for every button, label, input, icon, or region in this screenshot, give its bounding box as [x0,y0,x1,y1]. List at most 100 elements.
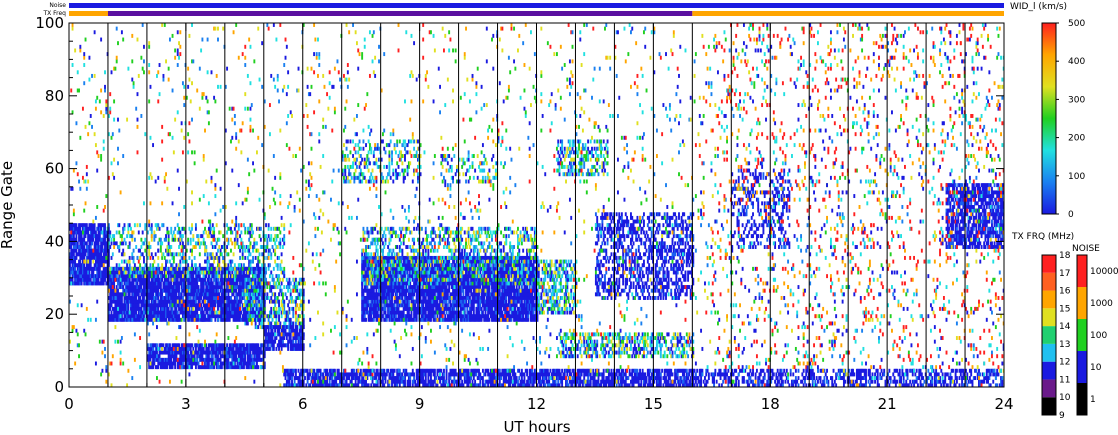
echo-cell [126,317,129,322]
echo-cell [243,285,245,290]
echo-cell [187,310,190,315]
echo-cell [139,306,142,311]
echo-cell [213,314,216,319]
echo-cell [168,270,171,275]
echo-cell [140,274,143,279]
echo-cell [139,296,142,300]
echo-cell [102,266,105,271]
echo-cell [89,263,92,268]
echo-cell [130,310,132,315]
echo-cell [102,223,105,228]
echo-cell [167,234,170,239]
echo-cell [209,314,212,319]
echo-cell [244,357,247,362]
echo-cell [97,223,100,228]
echo-cell [78,270,80,275]
echo-cell [235,299,238,304]
echo-cell [257,365,260,370]
echo-cell [680,376,683,381]
echo-cell [113,292,116,297]
echo-cell [110,270,113,275]
echo-cell [152,274,155,279]
echo-cell [135,292,138,297]
echo-cell [276,285,279,290]
echo-cell [136,285,139,290]
echo-cell [235,303,238,308]
echo-cell [213,259,216,264]
echo-cell [178,296,180,300]
echo-cell [92,266,95,271]
echo-cell [123,237,126,242]
echo-cell [127,266,130,271]
echo-cell [192,288,195,293]
echo-cell [254,303,257,308]
echo-cell [130,306,132,311]
echo-cell [237,314,240,319]
echo-cell [88,277,91,282]
echo-cell [117,299,119,304]
echo-cell [110,241,113,246]
echo-cell [245,281,248,286]
echo-cell [211,266,214,271]
echo-cell [531,368,534,373]
echo-cell [231,310,234,315]
echo-cell [175,274,178,279]
echo-cell [139,285,142,290]
echo-cell [217,248,219,253]
echo-cell [101,274,104,279]
echo-cell [76,263,79,268]
echo-cell [175,292,178,297]
echo-cell [285,336,288,340]
echo-cell [143,259,145,264]
echo-cell [141,292,144,297]
echo-cell [76,277,79,282]
echo-cell [105,248,108,253]
echo-cell [84,274,87,279]
echo-cell [193,281,196,286]
echo-cell [132,259,135,264]
echo-cell [191,223,193,228]
echo-cell [215,266,218,271]
echo-cell [194,346,197,351]
echo-cell [478,368,480,373]
top-bar-1-segment-1 [107,11,693,16]
echo-cell [627,376,630,381]
echo-cell [110,317,113,322]
echo-cell [174,266,177,271]
echo-cell [294,339,297,344]
echo-cell [171,234,174,239]
echo-cell [98,255,101,260]
echo-cell [148,310,151,315]
echo-cell [333,368,336,373]
echo-cell [237,310,240,315]
echo-cell [236,310,239,315]
echo-cell [115,285,118,290]
echo-cell [154,266,157,271]
echo-cell [118,223,121,228]
echo-cell [285,296,288,300]
echo-cell [211,285,214,290]
echo-cell [215,252,218,257]
echo-cell [162,274,165,279]
echo-cell [91,223,93,228]
echo-cell [131,314,134,319]
echo-cell [187,281,190,286]
echo-cell [124,270,127,275]
echo-cell [75,230,78,235]
echo-cell [194,292,197,297]
echo-cell [127,274,130,279]
echo-cell [78,274,80,279]
echo-cell [259,310,262,315]
echo-cell [159,281,162,286]
echo-cell [194,270,197,275]
echo-cell [239,285,242,290]
echo-cell [205,230,208,235]
echo-cell [205,296,208,300]
echo-cell [179,292,182,297]
echo-cell [162,285,165,290]
echo-cell [96,245,99,249]
echo-cell [153,230,156,235]
echo-cell [470,376,473,381]
echo-cell [88,234,91,239]
echo-cell [241,281,244,286]
